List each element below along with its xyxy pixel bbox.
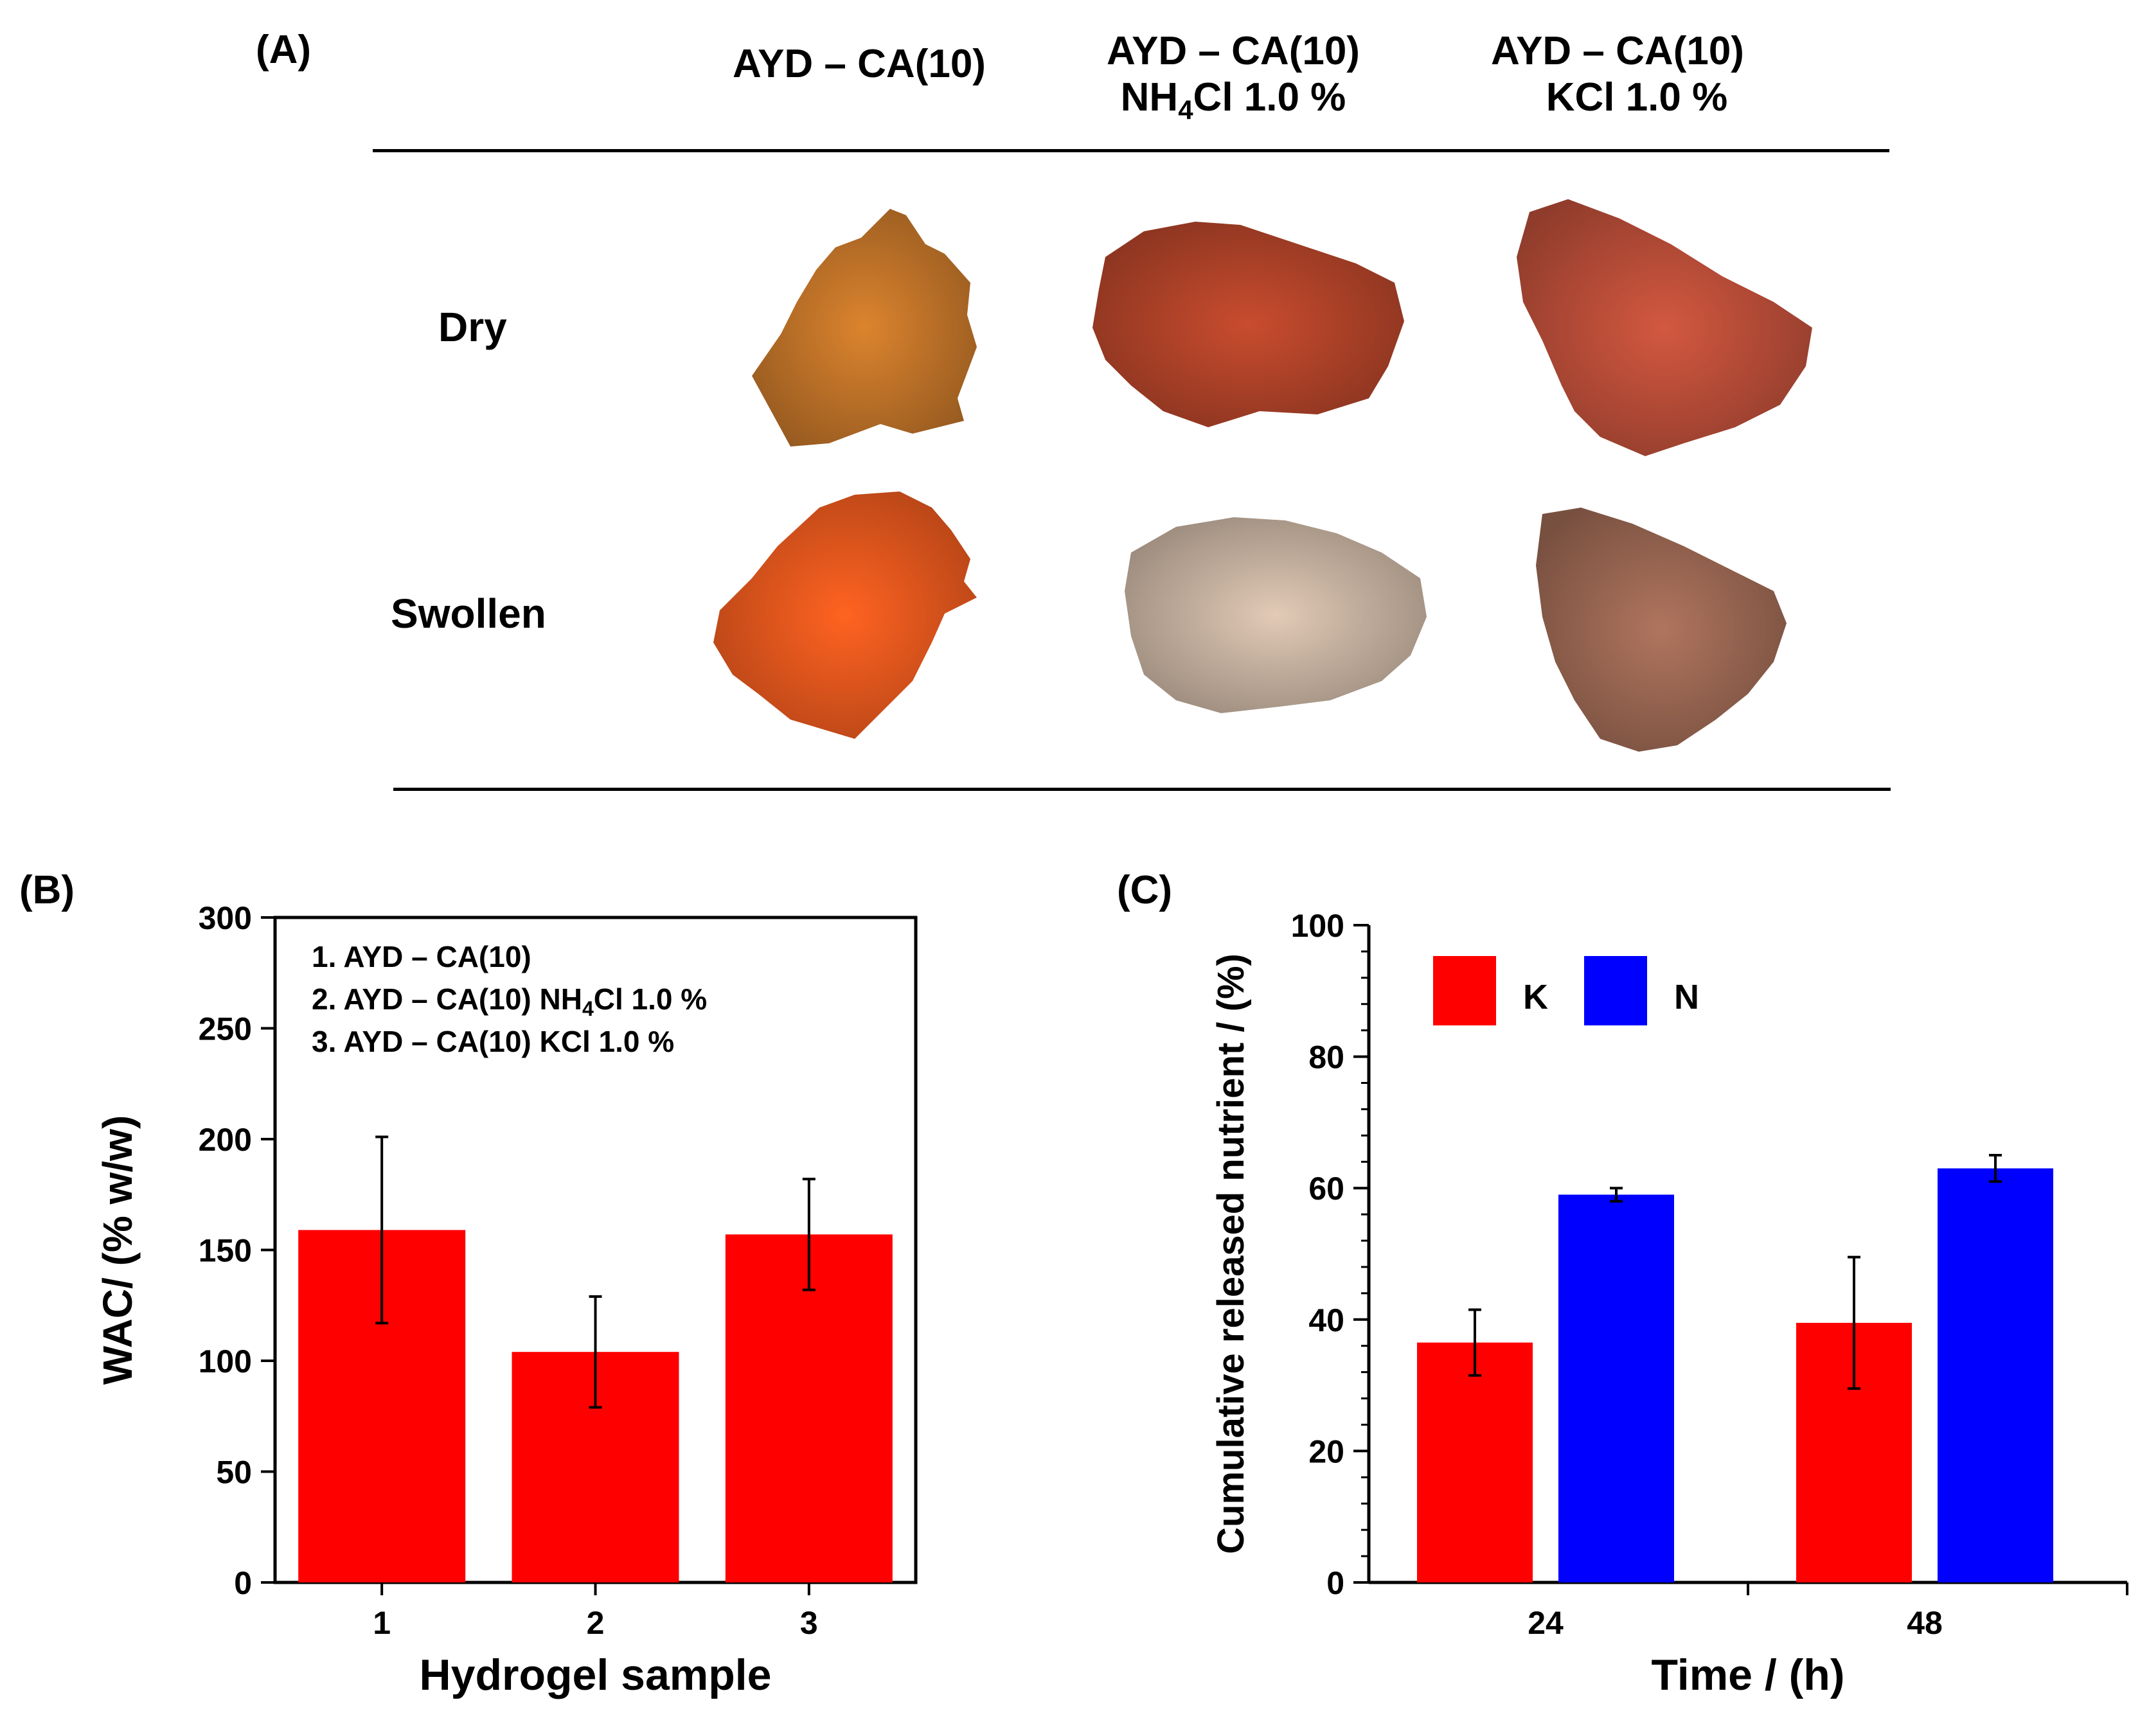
col-header-1: AYD – CA(10) xyxy=(733,41,986,87)
legend-entry: 3. AYD – CA(10) KCl 1.0 % xyxy=(312,1025,674,1058)
y-tick-label: 100 xyxy=(199,1343,252,1379)
legend-swatch-n xyxy=(1584,956,1647,1025)
sample-swollen-2 xyxy=(1125,517,1427,713)
y-tick-label: 0 xyxy=(234,1565,252,1601)
x-axis-label: Hydrogel sample xyxy=(420,1651,772,1699)
bar-k xyxy=(1417,1342,1533,1582)
x-tick-label: 24 xyxy=(1528,1605,1564,1641)
legend-label-n: N xyxy=(1674,978,1699,1016)
legend-swatch-k xyxy=(1433,956,1496,1025)
sample-swollen-1 xyxy=(713,492,977,739)
sample-dry-2 xyxy=(1092,222,1404,427)
row-header-dry: Dry xyxy=(438,304,507,350)
legend-entry: 2. AYD – CA(10) NH4Cl 1.0 % xyxy=(312,982,707,1020)
col-header-3-line1: AYD – CA(10) xyxy=(1491,29,1744,73)
col-header-2-line1: AYD – CA(10) xyxy=(1107,29,1360,73)
y-tick-label: 300 xyxy=(199,900,252,936)
x-tick-label: 3 xyxy=(800,1605,818,1641)
x-tick-label: 2 xyxy=(587,1605,605,1641)
legend-entry: 1. AYD – CA(10) xyxy=(312,940,531,973)
y-tick-label: 80 xyxy=(1308,1040,1344,1076)
y-tick-label: 0 xyxy=(1326,1565,1344,1601)
table-bottom-rule xyxy=(393,788,1891,791)
x-tick-label: 48 xyxy=(1907,1605,1943,1641)
y-tick-label: 60 xyxy=(1308,1171,1344,1207)
sample-dry-3 xyxy=(1517,199,1812,456)
x-tick-label: 1 xyxy=(373,1605,391,1641)
y-tick-label: 150 xyxy=(199,1233,252,1269)
chart-c: 0 20 40 60 80 100 Cumulative released nutrient… xyxy=(1210,908,2128,1699)
bar-n xyxy=(1558,1194,1674,1582)
y-tick-label: 250 xyxy=(199,1011,252,1047)
col-header-3: AYD – CA(10) KCl 1.0 % xyxy=(1491,28,1744,121)
y-tick-label: 100 xyxy=(1291,908,1344,944)
col-header-3-line2: KCl 1.0 % xyxy=(1546,75,1728,120)
y-axis-label: WAC/ (% w/w) xyxy=(94,1115,141,1385)
chart-b: 0 50 100 150 200 250 300 WAC/ (% w/w) Hydrogel s… xyxy=(94,900,918,1699)
col-header-2: AYD – CA(10) NH4Cl 1.0 % xyxy=(1107,28,1360,133)
sample-photos xyxy=(713,199,1812,752)
bar-n xyxy=(1938,1168,2053,1582)
panel-b-label: (B) xyxy=(19,868,75,912)
y-tick-label: 200 xyxy=(199,1122,252,1158)
panel-a-label: (A) xyxy=(256,28,312,72)
bar xyxy=(725,1234,893,1582)
col-header-2-line2: NH4Cl 1.0 % xyxy=(1120,75,1346,125)
y-tick-label: 50 xyxy=(216,1455,252,1491)
y-axis-label: Cumulative released nutrient / (%) xyxy=(1210,953,1252,1554)
panel-c-label: (C) xyxy=(1117,868,1173,912)
y-tick-label: 20 xyxy=(1308,1433,1344,1469)
x-axis-label: Time / (h) xyxy=(1652,1651,1845,1699)
row-header-swollen: Swollen xyxy=(391,590,546,637)
y-tick-label: 40 xyxy=(1308,1302,1344,1338)
sample-swollen-3 xyxy=(1536,508,1787,752)
legend-label-k: K xyxy=(1523,978,1548,1016)
table-top-rule xyxy=(373,149,1889,152)
col-header-1-line1: AYD – CA(10) xyxy=(733,42,986,86)
sample-dry-1 xyxy=(752,209,977,447)
